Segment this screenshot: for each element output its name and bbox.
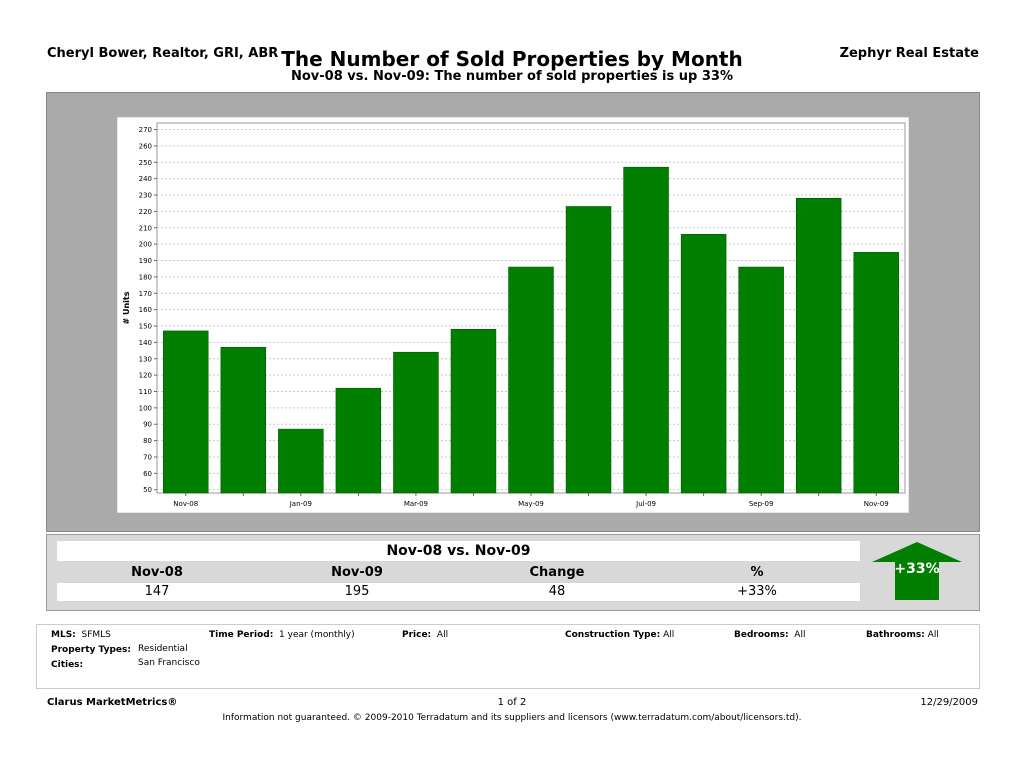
bar xyxy=(853,252,899,494)
y-tick-label: 110 xyxy=(139,388,152,396)
y-tick-label: 50 xyxy=(143,486,152,494)
summary-value-end: 195 xyxy=(344,584,370,599)
y-tick-label: 160 xyxy=(139,306,152,314)
summary-values-row: 147 195 48 +33% xyxy=(57,583,860,601)
summary-value-start: 147 xyxy=(144,584,170,599)
y-tick-label: 180 xyxy=(139,273,152,281)
summary-label-percent: % xyxy=(750,565,764,580)
y-tick-label: 120 xyxy=(139,372,152,380)
y-tick-label: 100 xyxy=(139,404,152,412)
summary-value-percent: +33% xyxy=(737,584,777,599)
y-tick-label: 220 xyxy=(139,208,152,216)
bar xyxy=(163,330,209,494)
filter-panel: MLS: SFMLS Time Period: 1 year (monthly)… xyxy=(36,624,980,689)
summary-label-change: Change xyxy=(529,565,585,580)
chart-frame: 50 60 70 80 90 100 110 120 130 140 150 160 170 180 190… xyxy=(46,92,980,532)
summary-heading: Nov-08 vs. Nov-09 xyxy=(57,541,860,561)
y-tick-label: 140 xyxy=(139,339,152,347)
up-arrow-icon: +33% xyxy=(872,542,962,600)
bedrooms-label: Bedrooms: xyxy=(734,630,789,640)
bar xyxy=(508,266,554,494)
x-tick-label: Mar-09 xyxy=(404,500,428,508)
bedrooms-value: All xyxy=(794,630,806,640)
y-tick-label: 90 xyxy=(143,421,152,429)
x-tick-label: Sep-09 xyxy=(749,500,774,508)
summary-value-change: 48 xyxy=(548,584,566,599)
property-types-value: Residential xyxy=(138,644,188,654)
y-tick-label: 130 xyxy=(139,355,152,363)
x-tick-label: Nov-08 xyxy=(173,500,198,508)
y-tick-label: 250 xyxy=(139,159,152,167)
y-tick-label: 230 xyxy=(139,192,152,200)
summary-label-end: Nov-09 xyxy=(331,565,383,580)
construction-type-label: Construction Type: xyxy=(565,630,661,640)
summary-panel: Nov-08 vs. Nov-09 Nov-08 Nov-09 Change %… xyxy=(46,534,980,611)
x-tick-label: Jul-09 xyxy=(635,500,656,508)
time-period-label: Time Period: xyxy=(209,630,274,640)
x-tick-label: Nov-09 xyxy=(864,500,889,508)
price-label: Price: xyxy=(402,630,432,640)
bar xyxy=(680,234,727,494)
chart-title: The Number of Sold Properties by Month xyxy=(281,47,743,71)
y-tick-label: 240 xyxy=(139,175,152,183)
bathrooms-value: All xyxy=(927,630,939,640)
y-tick-label: 260 xyxy=(139,142,152,150)
bar xyxy=(220,346,267,494)
bar xyxy=(335,387,382,494)
bar xyxy=(738,266,784,494)
mls-value: SFMLS xyxy=(81,630,111,640)
cities-value: San Francisco xyxy=(138,658,200,668)
y-tick-label: 70 xyxy=(143,453,152,461)
y-tick-label: 210 xyxy=(139,224,152,232)
arrow-percent-label: +33% xyxy=(894,561,939,577)
footer-brand: Clarus MarketMetrics® xyxy=(47,697,178,708)
construction-type-value: All xyxy=(663,630,675,640)
bar xyxy=(795,198,842,494)
x-tick-label: May-09 xyxy=(518,500,544,508)
agent-name: Cheryl Bower, Realtor, GRI, ABR xyxy=(47,46,279,61)
report-date: 12/29/2009 xyxy=(920,697,978,708)
price-value: All xyxy=(436,630,449,640)
y-tick-label: 270 xyxy=(139,126,152,134)
bar xyxy=(565,206,612,494)
y-tick-label: 80 xyxy=(143,437,152,445)
y-axis-label: # Units xyxy=(122,291,131,324)
bar xyxy=(450,328,497,494)
cities-label: Cities: xyxy=(51,660,84,670)
property-types-label: Property Types: xyxy=(51,645,131,655)
time-period-value: 1 year (monthly) xyxy=(279,630,355,640)
bar xyxy=(623,166,669,494)
bar-chart: 50 60 70 80 90 100 110 120 130 140 150 160 170 180 190… xyxy=(117,117,909,513)
y-tick-label: 60 xyxy=(143,470,152,478)
bar xyxy=(393,351,439,494)
disclaimer: Information not guaranteed. © 2009-2010 … xyxy=(222,713,802,723)
bathrooms-label: Bathrooms: xyxy=(866,630,925,640)
broker-name: Zephyr Real Estate xyxy=(839,46,979,61)
y-tick-label: 190 xyxy=(139,257,152,265)
page-number: 1 of 2 xyxy=(497,697,527,708)
mls-label: MLS: xyxy=(51,630,76,640)
y-tick-label: 170 xyxy=(139,290,152,298)
bar xyxy=(278,428,324,494)
summary-labels-row: Nov-08 Nov-09 Change % xyxy=(57,564,860,582)
y-tick-label: 150 xyxy=(139,323,152,331)
summary-label-start: Nov-08 xyxy=(131,565,183,580)
x-tick-label: Jan-09 xyxy=(289,500,312,508)
chart-subtitle: Nov-08 vs. Nov-09: The number of sold pr… xyxy=(291,69,733,84)
y-tick-label: 200 xyxy=(139,241,152,249)
